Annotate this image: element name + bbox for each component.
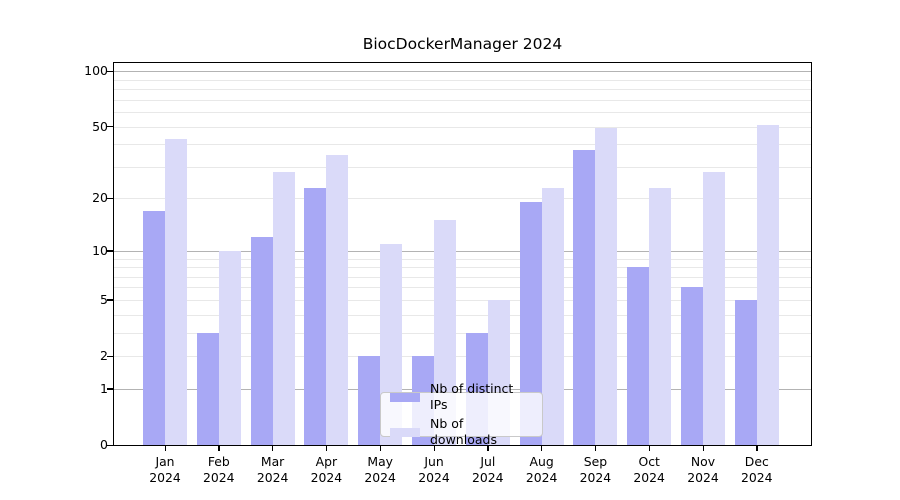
legend-swatch-distinct-ips: [390, 392, 420, 402]
legend-item-downloads: Nb of downloads: [390, 416, 533, 448]
x-tick-mark: [756, 446, 758, 451]
x-tick-mark: [648, 446, 651, 451]
bar-downloads-jan: [165, 138, 187, 445]
x-tick-label-mar: Mar 2024: [256, 454, 289, 485]
y-tick-label-1: 1: [100, 380, 108, 396]
x-tick-mark: [487, 446, 489, 451]
y-tick-mark: [107, 126, 113, 128]
y-tick-mark: [107, 197, 113, 200]
legend-label-downloads: Nb of downloads: [430, 416, 497, 447]
y-tick-label-20: 20: [92, 190, 108, 206]
chart-title: BiocDockerManager 2024: [362, 35, 563, 53]
bar-distinct-ips-oct: [627, 267, 650, 445]
x-tick-label-aug: Aug 2024: [525, 454, 558, 485]
bar-distinct-ips-jan: [143, 210, 165, 445]
x-tick-mark: [702, 446, 704, 451]
bar-distinct-ips-sep: [573, 150, 596, 445]
y-tick-label-50: 50: [92, 118, 108, 134]
legend-label-distinct-ips: Nb of distinct IPs: [430, 381, 514, 412]
y-gridline-minor: [114, 166, 811, 168]
x-tick-label-jun: Jun 2024: [418, 454, 450, 485]
y-gridline-minor: [114, 99, 811, 101]
y-gridline-minor: [114, 126, 811, 128]
x-tick-mark: [379, 446, 382, 451]
y-gridline-major: [114, 388, 811, 390]
bar-downloads-sep: [595, 128, 618, 445]
y-gridline-minor: [114, 314, 811, 316]
bar-downloads-nov: [703, 172, 725, 445]
x-tick-mark: [164, 446, 166, 451]
y-gridline-minor: [114, 287, 811, 289]
x-tick-label-jan: Jan 2024: [149, 454, 181, 485]
y-gridline-minor: [114, 112, 811, 113]
y-tick-mark: [107, 444, 113, 446]
y-tick-label-2: 2: [100, 348, 108, 363]
y-gridline-minor: [114, 144, 811, 146]
bar-distinct-ips-feb: [196, 332, 219, 445]
bar-distinct-ips-apr: [304, 187, 327, 445]
x-tick-label-feb: Feb 2024: [203, 454, 235, 485]
bar-distinct-ips-dec: [734, 299, 757, 445]
y-gridline-minor: [114, 89, 811, 91]
y-gridline-minor: [114, 299, 811, 301]
y-tick-label-0: 0: [100, 437, 108, 452]
bar-downloads-mar: [272, 172, 295, 445]
y-gridline-minor: [114, 79, 811, 81]
y-tick-mark: [107, 70, 113, 73]
x-tick-mark: [272, 446, 274, 451]
bar-downloads-apr: [326, 154, 349, 445]
legend: Nb of distinct IPs Nb of downloads: [380, 381, 543, 447]
x-tick-label-jul: Jul 2024: [472, 454, 504, 485]
bar-downloads-aug: [541, 187, 564, 445]
bar-distinct-ips-nov: [681, 287, 703, 445]
x-tick-label-oct: Oct 2024: [633, 454, 665, 485]
y-tick-mark: [107, 250, 113, 252]
y-tick-mark: [107, 388, 113, 390]
x-tick-mark: [325, 446, 328, 451]
bar-downloads-jun: [434, 220, 456, 445]
bar-downloads-feb: [218, 250, 241, 445]
x-tick-label-dec: Dec 2024: [741, 454, 773, 485]
x-tick-mark: [541, 446, 543, 451]
y-gridline-minor: [114, 332, 811, 334]
bar-downloads-oct: [649, 187, 672, 445]
legend-item-distinct-ips: Nb of distinct IPs: [390, 381, 533, 413]
y-gridline-minor: [114, 198, 811, 200]
bar-distinct-ips-mar: [250, 237, 273, 445]
y-gridline-minor: [114, 356, 811, 357]
x-tick-mark: [218, 446, 220, 451]
y-tick-mark: [107, 299, 113, 301]
bar-downloads-dec: [756, 125, 779, 445]
y-gridline-minor: [114, 258, 811, 260]
x-tick-mark: [594, 446, 597, 451]
x-tick-label-apr: Apr 2024: [310, 454, 343, 485]
legend-swatch-downloads: [390, 427, 420, 437]
y-gridline-minor: [114, 276, 811, 278]
x-tick-label-may: May 2024: [364, 454, 396, 485]
y-tick-label-100: 100: [84, 63, 108, 79]
y-tick-mark: [107, 355, 113, 357]
bar-distinct-ips-may: [358, 356, 381, 445]
x-tick-mark: [433, 446, 435, 451]
y-gridline-major: [114, 250, 811, 252]
y-gridline-major: [114, 71, 811, 73]
y-tick-label-5: 5: [100, 291, 108, 307]
x-tick-label-sep: Sep 2024: [579, 454, 612, 485]
x-tick-label-nov: Nov 2024: [687, 454, 719, 485]
y-gridline-minor: [114, 267, 811, 268]
y-tick-label-10: 10: [92, 242, 108, 258]
bar-distinct-ips-aug: [519, 202, 542, 445]
